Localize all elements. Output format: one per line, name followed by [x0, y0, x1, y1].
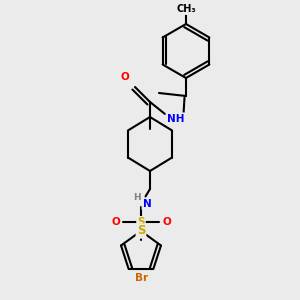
Text: O: O: [162, 217, 171, 227]
Text: S: S: [137, 217, 145, 227]
Text: O: O: [120, 71, 129, 82]
Text: NH: NH: [167, 113, 184, 124]
Text: Br: Br: [135, 273, 148, 283]
Text: S: S: [137, 224, 145, 238]
Text: CH₃: CH₃: [176, 4, 196, 14]
Text: O: O: [111, 217, 120, 227]
Text: N: N: [142, 199, 152, 209]
Text: H: H: [133, 194, 140, 202]
